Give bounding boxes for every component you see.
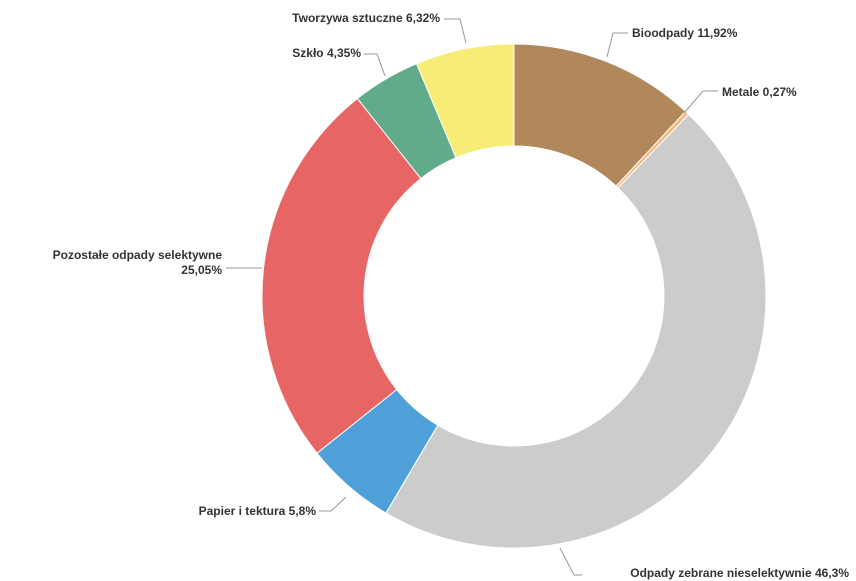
- slice-odpady-zebrane-nieselektywnie[interactable]: [385, 113, 767, 549]
- donut-slices: [261, 43, 767, 549]
- connector-metale: [683, 90, 718, 114]
- connector-papier-i-tektura: [319, 496, 347, 512]
- connector-odpady-zebrane-nieselektywnie: [559, 547, 582, 576]
- label-tworzywa-sztuczne: Tworzywa sztuczne 6,32%: [292, 11, 440, 25]
- label-connectors: [226, 18, 718, 576]
- label-papier-i-tektura: Papier i tektura 5,8%: [199, 504, 317, 518]
- connector-szklo: [364, 53, 386, 77]
- connector-bioodpady: [606, 32, 628, 58]
- slice-pozostale-odpady-selektywne[interactable]: [261, 97, 422, 454]
- connector-tworzywa-sztuczne: [444, 18, 467, 44]
- label-pozostale-odpady-selektywne: Pozostałe odpady selektywne 25,05%: [53, 248, 223, 277]
- slice-labels: Bioodpady 11,92% Metale 0,27% Odpady zebra…: [53, 11, 850, 580]
- label-szklo: Szkło 4,35%: [292, 46, 361, 60]
- label-bioodpady: Bioodpady 11,92%: [632, 26, 738, 40]
- label-odpady-zebrane-nieselektywnie: Odpady zebrane nieselektywnie 46,3%: [630, 566, 849, 580]
- slice-tworzywa-sztuczne[interactable]: [415, 43, 515, 159]
- label-metale: Metale 0,27%: [722, 85, 797, 99]
